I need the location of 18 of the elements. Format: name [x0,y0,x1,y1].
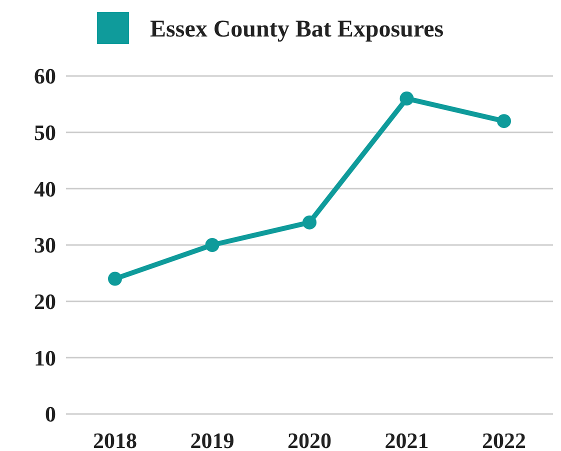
point [205,238,220,252]
point [400,92,414,106]
x-tick-label: 2019 [190,428,234,451]
x-tick-label: 2018 [93,428,137,451]
x-tick-label: 2022 [482,428,526,451]
y-tick-label: 30 [34,232,56,258]
x-tick-label: 2021 [384,428,429,451]
x-tick-label: 2020 [288,428,332,451]
y-tick-label: 10 [34,345,56,370]
point [302,215,316,230]
y-tick-label: 20 [34,289,56,314]
y-tick-label: 60 [34,64,56,89]
point [497,114,511,128]
legend-label: Essex County Bat Exposures [150,16,444,42]
y-tick-label: 0 [45,402,56,427]
y-tick-label: 50 [34,120,56,146]
point [108,272,122,286]
y-tick-label: 40 [34,176,56,202]
